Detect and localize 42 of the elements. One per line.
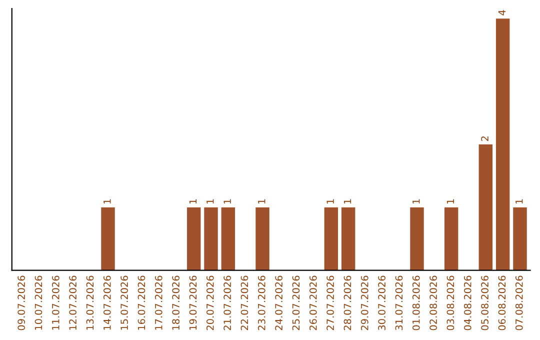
x-tick-label: 06.08.2026 [498, 276, 506, 330]
data-label: 4 [498, 10, 506, 16]
x-tick-label: 07.08.2026 [515, 276, 523, 330]
x-tick-label: 17.07.2026 [154, 276, 162, 330]
data-label: 1 [224, 199, 231, 204]
x-tick-label: 24.07.2026 [275, 276, 282, 330]
x-tick-label: 09.07.2026 [18, 276, 25, 330]
x-tick-label: 26.07.2026 [309, 276, 317, 330]
data-label: 1 [326, 199, 334, 204]
data-label: 1 [189, 199, 197, 204]
x-tick-label: 04.08.2026 [464, 276, 472, 330]
x-tick-label: 13.07.2026 [86, 276, 94, 330]
x-tick-label: 15.07.2026 [120, 276, 128, 330]
data-label: 1 [446, 199, 454, 204]
data-label: 1 [206, 199, 214, 204]
x-tick-label: 30.07.2026 [378, 276, 386, 330]
x-tick-label: 23.07.2026 [258, 276, 266, 330]
x-tick-label: 21.07.2026 [224, 276, 231, 330]
x-tick-label: 31.07.2026 [395, 276, 403, 330]
data-label: 1 [412, 199, 420, 204]
x-tick-label: 03.08.2026 [446, 276, 454, 330]
x-tick-label: 14.07.2026 [103, 276, 111, 330]
x-tick-label: 02.08.2026 [430, 276, 437, 330]
x-tick-label: 11.07.2026 [52, 276, 60, 330]
x-tick-label: 27.07.2026 [326, 276, 334, 330]
x-tick-label: 12.07.2026 [69, 276, 76, 330]
x-tick-label: 28.07.2026 [344, 276, 352, 330]
data-label: 2 [481, 136, 488, 141]
x-tick-label: 01.08.2026 [412, 276, 420, 330]
x-tick-label: 19.07.2026 [189, 276, 197, 330]
x-tick-label: 05.08.2026 [481, 276, 488, 330]
x-tick-label: 22.07.2026 [240, 276, 248, 330]
data-label: 1 [516, 199, 523, 204]
x-tick-label: 16.07.2026 [138, 276, 146, 330]
data-label: 1 [104, 199, 111, 204]
x-tick-label: 25.07.2026 [292, 276, 300, 330]
x-tick-label: 18.07.2026 [172, 276, 180, 330]
data-label: 1 [344, 199, 352, 204]
x-tick-label: 29.07.2026 [360, 276, 368, 330]
x-tick-label: 10.07.2026 [34, 276, 42, 330]
x-tick-label: 20.07.2026 [206, 276, 214, 330]
data-label: 1 [258, 199, 266, 204]
